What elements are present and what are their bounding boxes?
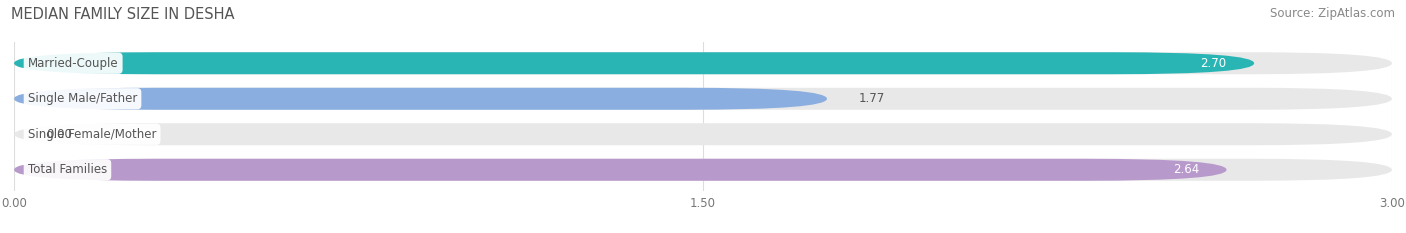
FancyBboxPatch shape — [14, 88, 827, 110]
Text: 0.00: 0.00 — [46, 128, 72, 141]
Text: 1.77: 1.77 — [859, 92, 886, 105]
Text: Total Families: Total Families — [28, 163, 107, 176]
Text: 2.70: 2.70 — [1201, 57, 1226, 70]
Text: 2.64: 2.64 — [1173, 163, 1199, 176]
Text: MEDIAN FAMILY SIZE IN DESHA: MEDIAN FAMILY SIZE IN DESHA — [11, 7, 235, 22]
FancyBboxPatch shape — [14, 52, 1392, 74]
Text: Source: ZipAtlas.com: Source: ZipAtlas.com — [1270, 7, 1395, 20]
FancyBboxPatch shape — [14, 159, 1226, 181]
Text: Married-Couple: Married-Couple — [28, 57, 118, 70]
FancyBboxPatch shape — [14, 123, 1392, 145]
Text: Single Male/Father: Single Male/Father — [28, 92, 138, 105]
Text: Single Female/Mother: Single Female/Mother — [28, 128, 156, 141]
FancyBboxPatch shape — [14, 52, 1254, 74]
FancyBboxPatch shape — [14, 88, 1392, 110]
FancyBboxPatch shape — [14, 159, 1392, 181]
